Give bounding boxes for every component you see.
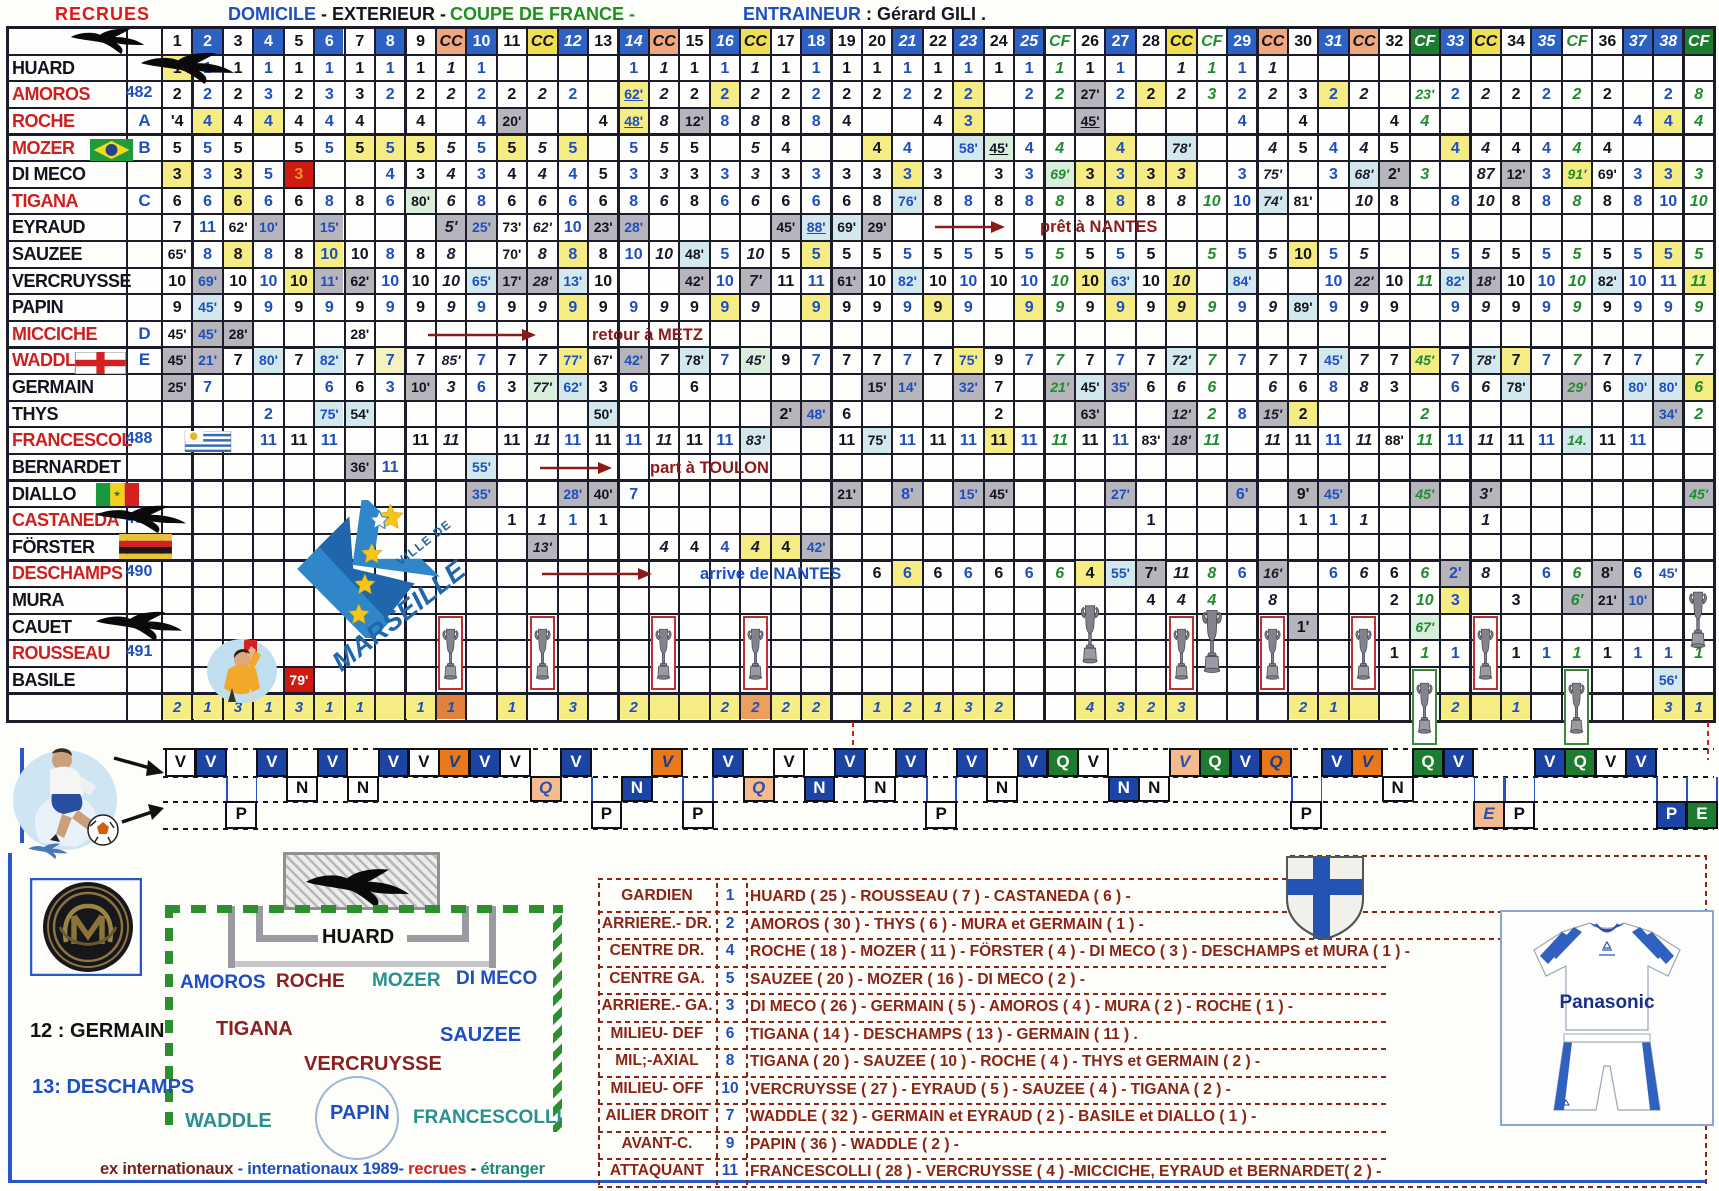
svg-text:Panasonic: Panasonic <box>1559 992 1654 1013</box>
